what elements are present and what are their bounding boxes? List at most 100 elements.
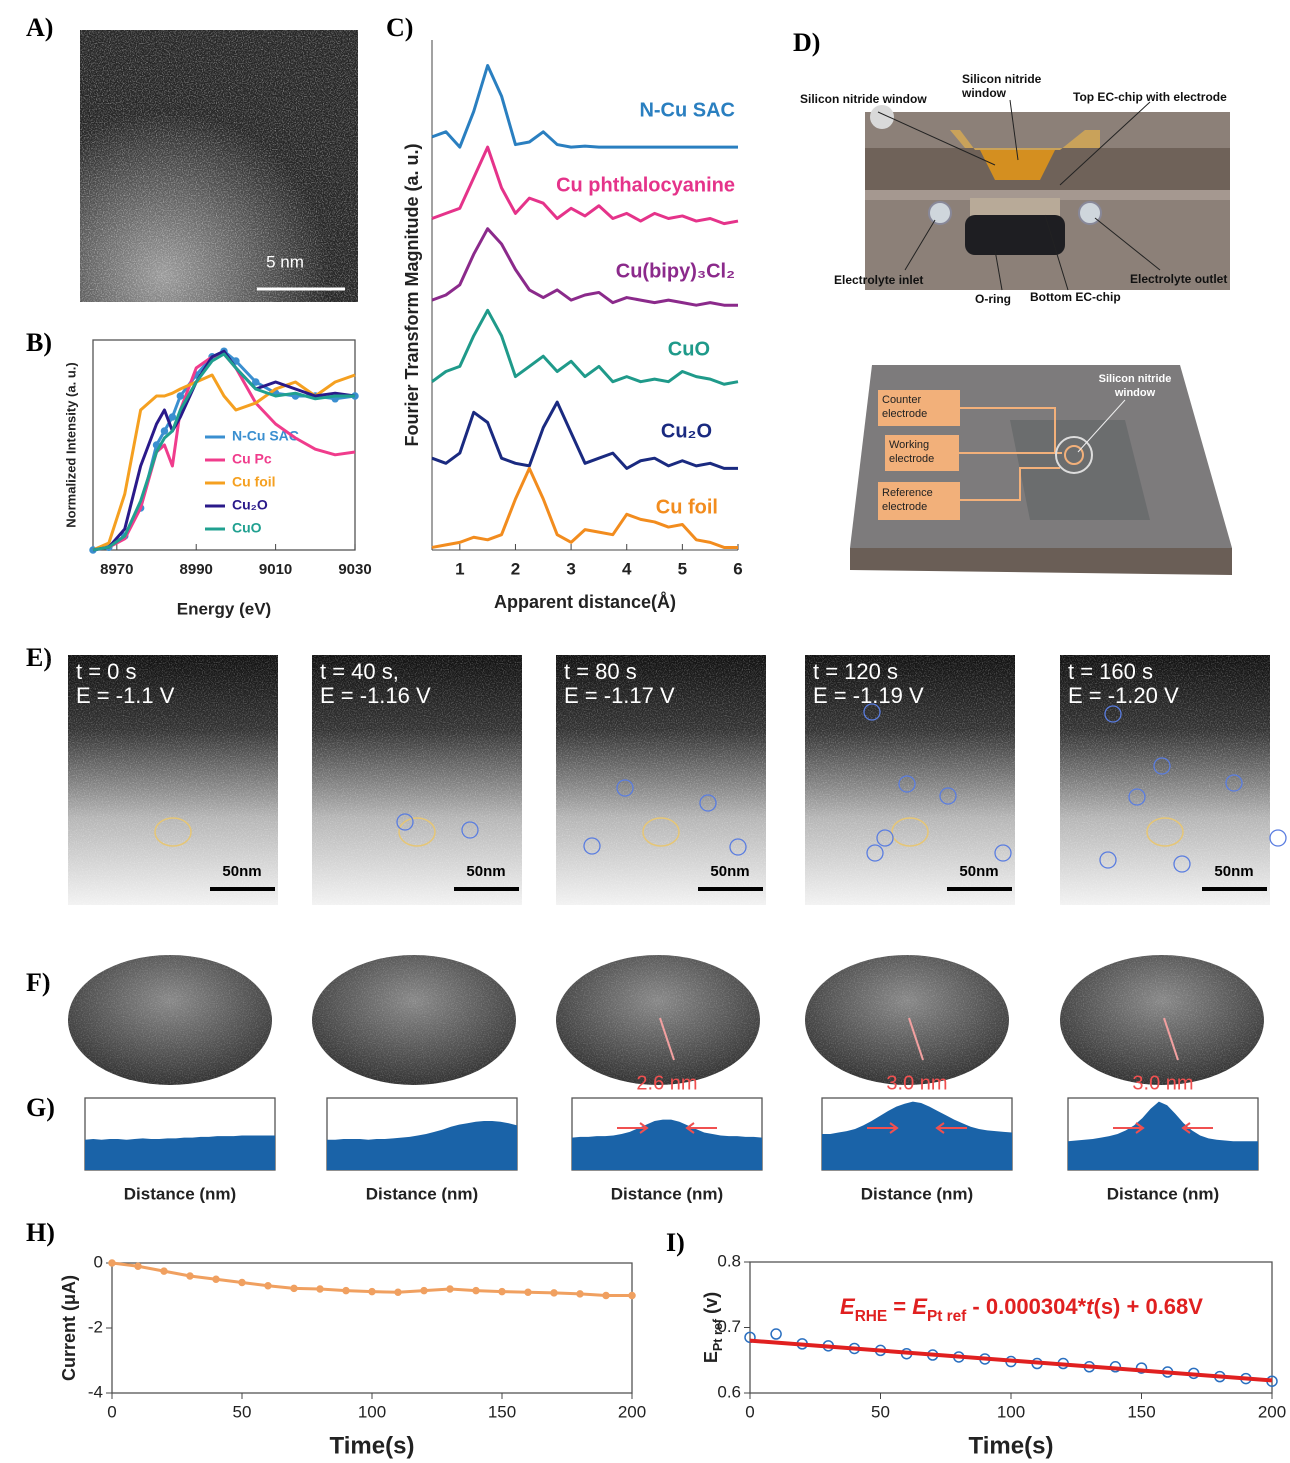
image-texture — [312, 655, 522, 905]
window-label: Silicon nitride window — [1098, 373, 1172, 399]
series-marker — [446, 1285, 454, 1293]
frame-time: t = 40 s, — [320, 659, 399, 684]
cluster-circle — [876, 829, 894, 847]
series-line — [431, 466, 738, 549]
scale-label: 50nm — [466, 863, 505, 880]
cluster-circle — [1269, 829, 1287, 847]
y-axis-label: Normalized Intensity (a. u.) — [63, 362, 78, 527]
cluster-circle — [898, 775, 916, 793]
width-arrows — [617, 1122, 717, 1134]
frame-potential: E = -1.17 V — [564, 683, 675, 708]
series-marker — [628, 1291, 636, 1300]
x-tick-label: 150 — [1127, 1402, 1155, 1421]
cluster-circle — [1153, 757, 1171, 775]
x-tick-label: 3 — [566, 559, 575, 578]
x-axis-label: Distance (nm) — [611, 1184, 723, 1203]
series-marker — [770, 1328, 782, 1340]
x-tick-label: 1 — [455, 559, 464, 578]
series-marker — [342, 1286, 350, 1295]
highlight-circle — [642, 817, 680, 847]
x-axis-label: Distance (nm) — [861, 1184, 973, 1203]
schematic-label: Bottom EC-chip — [1030, 290, 1121, 304]
y-tick-label: 0 — [94, 1252, 103, 1271]
series-label: Cu(bipy)₃Cl₂ — [616, 260, 735, 282]
pointer-arrow — [1163, 1017, 1179, 1061]
x-tick-label: 100 — [997, 1402, 1025, 1421]
series-marker — [394, 1288, 402, 1296]
x-tick-label: 50 — [871, 1402, 890, 1421]
scale-label: 50nm — [1214, 863, 1253, 880]
series-label: Cu phthalocyanine — [556, 174, 735, 196]
width-label: 3.0 nm — [1132, 1072, 1193, 1094]
image-texture — [1060, 655, 1270, 905]
series-marker — [134, 1262, 142, 1270]
cluster-circle — [863, 703, 881, 721]
x-tick-label: 9030 — [338, 561, 371, 578]
series-line — [431, 64, 738, 149]
text-part: Pt ref — [927, 1308, 967, 1325]
x-axis-label: Distance (nm) — [124, 1184, 236, 1203]
panel-label: H) — [26, 1218, 55, 1247]
scale-label: 5 nm — [266, 252, 304, 271]
x-axis-label: Distance (nm) — [366, 1184, 478, 1203]
series-marker — [316, 1285, 324, 1293]
series-line — [431, 227, 738, 307]
series-label: CuO — [668, 338, 710, 360]
intensity-profile — [572, 1119, 762, 1170]
x-tick-label: 2 — [511, 559, 520, 578]
frame-potential: E = -1.16 V — [320, 683, 431, 708]
intensity-profile — [85, 1135, 275, 1170]
schematic-label: O-ring — [975, 292, 1011, 306]
series-marker — [576, 1290, 584, 1298]
x-tick-label: 0 — [745, 1402, 754, 1421]
cluster-circle — [994, 844, 1012, 862]
legend-label: CuO — [232, 520, 262, 536]
image-texture — [68, 655, 278, 905]
schematic-label: Electrolyte inlet — [834, 273, 924, 287]
x-tick-label: 100 — [358, 1402, 386, 1421]
frame-time: t = 0 s — [76, 659, 137, 684]
panel-label: C) — [386, 13, 413, 42]
image-texture — [556, 955, 760, 1085]
series-marker — [232, 357, 240, 365]
width-arrows — [867, 1122, 967, 1134]
frame-potential: E = -1.19 V — [813, 683, 924, 708]
series-marker — [238, 1278, 246, 1287]
x-tick-label: 0 — [107, 1402, 116, 1421]
series-line — [92, 352, 356, 552]
plot-frame — [92, 339, 356, 551]
x-tick-label: 8990 — [180, 561, 213, 578]
highlight-circle — [1146, 817, 1184, 847]
text-part: E — [840, 1294, 856, 1319]
series-marker — [264, 1282, 272, 1290]
electrode-label: Counter electrode — [882, 394, 928, 420]
x-tick-label: 200 — [1258, 1402, 1286, 1421]
cluster-circle — [1104, 705, 1122, 723]
cluster-circle — [699, 794, 717, 812]
panel-label: I) — [666, 1228, 685, 1257]
series-marker — [290, 1284, 298, 1293]
panel-label: B) — [26, 328, 52, 357]
image-texture — [556, 655, 766, 905]
series-marker — [160, 1267, 168, 1275]
series-line — [749, 1338, 1273, 1383]
cell-schematic — [865, 99, 1230, 291]
frame-time: t = 80 s — [564, 659, 637, 684]
panel-label: A) — [26, 13, 53, 42]
electrode-label: Working electrode — [889, 439, 935, 465]
cluster-circle — [866, 844, 884, 862]
cluster-circle — [729, 838, 747, 856]
y-axis-label: Current (μA) — [59, 1275, 79, 1381]
series-marker — [176, 392, 185, 400]
highlight-circle — [154, 817, 192, 847]
series-marker — [420, 1286, 428, 1295]
series-marker — [168, 413, 177, 421]
width-label: 2.6 nm — [636, 1072, 697, 1094]
series-label: Cu₂O — [661, 420, 712, 442]
text-part: t — [1086, 1294, 1095, 1319]
x-axis-label: Energy (eV) — [177, 599, 271, 618]
schematic-label: Silicon nitride window — [962, 72, 1042, 100]
x-tick-label: 5 — [678, 559, 687, 578]
cluster-circle — [1173, 855, 1191, 873]
